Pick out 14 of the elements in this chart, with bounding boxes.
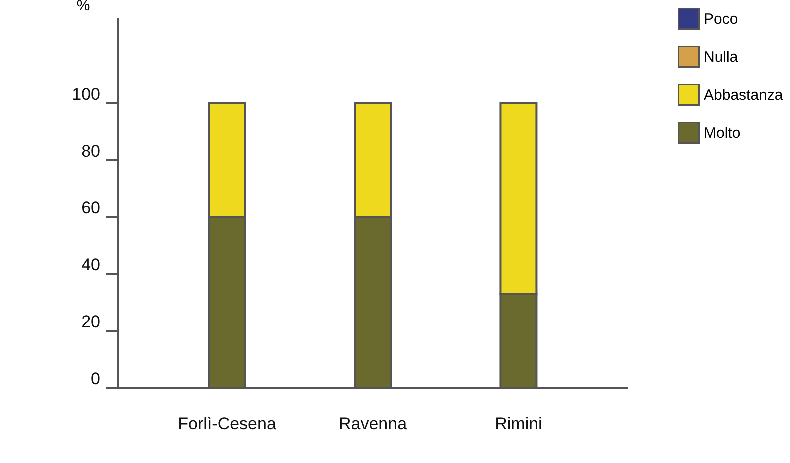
y-axis-title: % bbox=[76, 0, 90, 14]
legend-label: Molto bbox=[704, 125, 741, 142]
legend-label: Poco bbox=[704, 11, 738, 28]
y-tick-label: 80 bbox=[82, 142, 100, 161]
y-tick-label: 20 bbox=[82, 312, 100, 332]
legend-label: Nulla bbox=[704, 49, 739, 66]
y-tick-label: 0 bbox=[91, 370, 100, 388]
y-tick-label: 60 bbox=[82, 198, 100, 218]
y-tick-label: 100 bbox=[72, 84, 100, 104]
legend-label: Abbastanza bbox=[704, 87, 784, 104]
x-tick-label: Ravenna bbox=[338, 414, 408, 434]
y-tick-label: 40 bbox=[82, 256, 100, 275]
x-tick-label: Rimini bbox=[495, 414, 542, 434]
x-tick-label: Forlì-Cesena bbox=[178, 414, 277, 434]
